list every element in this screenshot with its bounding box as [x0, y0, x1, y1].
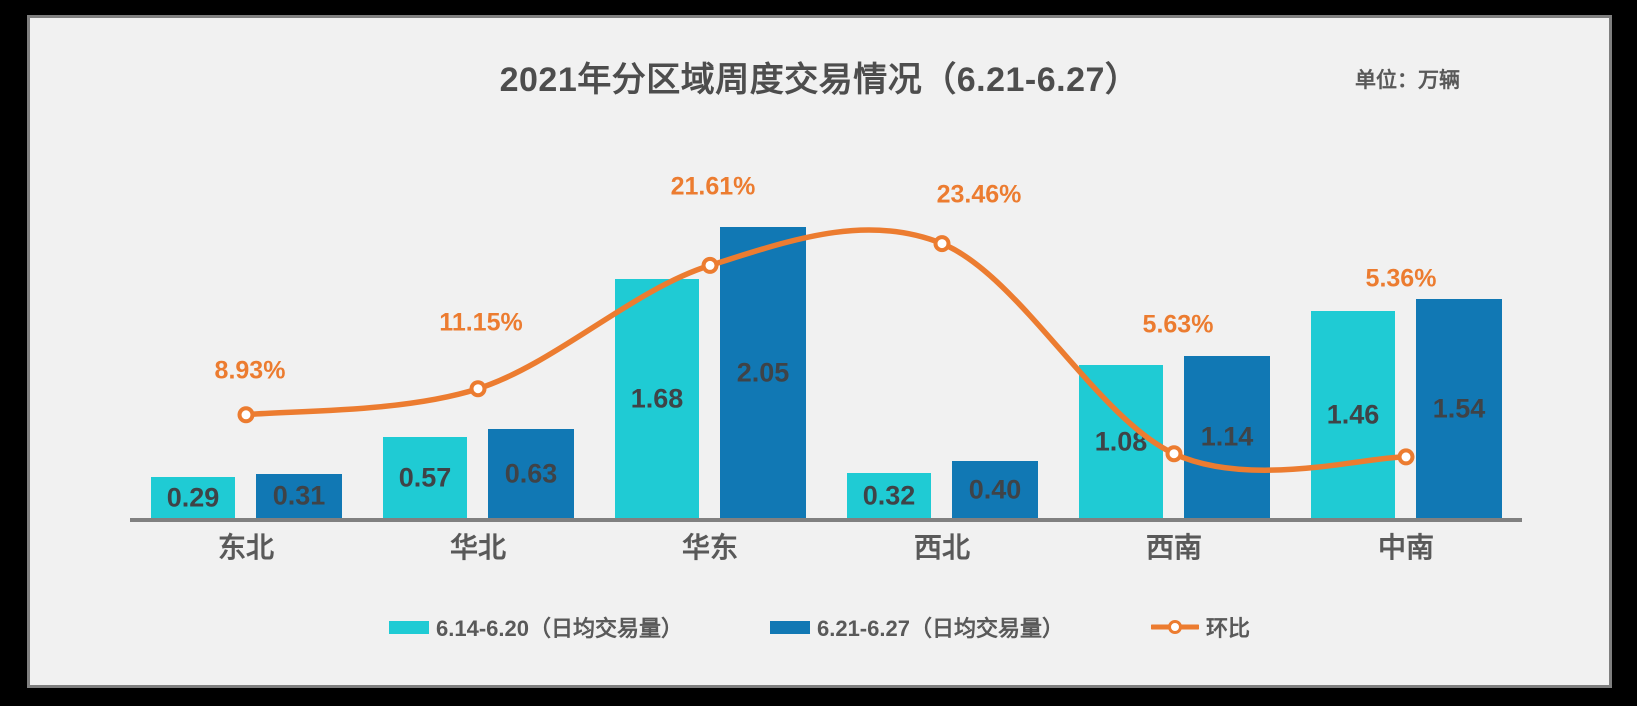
category-label-西北: 西北: [913, 532, 970, 563]
trend-point-东北: [237, 406, 255, 424]
bar-value-label: 0.31: [272, 480, 326, 511]
trend-value-label-西南: 5.63%: [1142, 310, 1214, 339]
trend-point-华北: [469, 380, 487, 398]
bar-value-label: 0.40: [968, 474, 1022, 504]
legend-swatch-week1: [389, 620, 430, 634]
bar-6.14-6.20（日均交易量）-东北: 0.29: [151, 477, 235, 518]
legend-line-marker-icon: [1150, 620, 1199, 634]
bar-6.21-6.27（日均交易量）-西南: 1.14: [1184, 356, 1270, 518]
category-label-中南: 中南: [1377, 532, 1434, 563]
x-axis-line: [130, 518, 1522, 522]
plot-area: 0.29 0.31 0.57 0.63 1.68 2.05 0.32 0.40 1.08 1.14…: [30, 18, 1609, 685]
bar-6.21-6.27（日均交易量）-中南: 1.54: [1416, 299, 1502, 518]
trend-value-label-华东: 21.61%: [670, 172, 756, 201]
legend-label-week2: 6.21-6.27（日均交易量）: [816, 616, 1064, 641]
bar-6.14-6.20（日均交易量）-华北: 0.57: [383, 437, 467, 518]
bar-6.21-6.27（日均交易量）-华东: 2.05: [720, 227, 806, 518]
bar-6.14-6.20（日均交易量）-西北: 0.32: [847, 473, 931, 518]
trend-value-label-中南: 5.36%: [1365, 264, 1437, 293]
trend-value-label-华北: 11.15%: [439, 308, 523, 337]
bar-value-label: 2.05: [736, 357, 790, 387]
bar-6.14-6.20（日均交易量）-华东: 1.68: [615, 279, 699, 518]
chart-title: 2021年分区域周度交易情况（6.21-6.27）: [499, 61, 1140, 99]
bar-value-label: 1.68: [630, 383, 684, 413]
legend-label-ratio: 环比: [1205, 616, 1250, 641]
category-label-华北: 华北: [449, 532, 506, 563]
bar-value-label: 0.29: [166, 482, 220, 512]
bar-value-label: 1.08: [1094, 426, 1148, 456]
legend-item-week2: 6.21-6.27（日均交易量）: [769, 611, 1064, 643]
legend-label-week1: 6.14-6.20（日均交易量）: [436, 616, 683, 641]
trend-value-label-西北: 23.46%: [936, 180, 1022, 209]
bar-value-label: 0.57: [398, 462, 452, 492]
chart-panel: 2021年分区域周度交易情况（6.21-6.27） 单位：万辆 0.29 0.31…: [27, 15, 1612, 688]
unit-label: 单位：万辆: [1355, 69, 1460, 92]
trend-point-华东: [701, 256, 719, 274]
trend-value-label-东北: 8.93%: [214, 356, 286, 385]
bar-value-label: 0.63: [504, 458, 558, 488]
category-label-东北: 东北: [217, 532, 274, 563]
legend: 6.14-6.20（日均交易量） 6.21-6.27（日均交易量） 环比: [30, 612, 1609, 642]
bar-value-label: 1.14: [1200, 421, 1254, 452]
trend-point-西南: [1165, 445, 1183, 463]
legend-item-week1: 6.14-6.20（日均交易量）: [389, 611, 683, 643]
bar-6.21-6.27（日均交易量）-东北: 0.31: [256, 474, 342, 518]
category-label-西南: 西南: [1145, 532, 1202, 563]
trend-point-中南: [1397, 448, 1415, 466]
bar-value-label: 0.32: [862, 480, 916, 510]
bar-6.21-6.27（日均交易量）-西北: 0.40: [952, 461, 1038, 518]
bar-6.21-6.27（日均交易量）-华北: 0.63: [488, 429, 574, 518]
bar-6.14-6.20（日均交易量）-西南: 1.08: [1079, 365, 1163, 518]
trend-point-西北: [933, 235, 951, 253]
bar-value-label: 1.54: [1432, 393, 1486, 423]
bar-value-label: 1.46: [1326, 399, 1380, 429]
legend-swatch-week2: [769, 620, 810, 634]
bar-6.14-6.20（日均交易量）-中南: 1.46: [1311, 311, 1395, 518]
legend-item-ratio: 环比: [1150, 611, 1250, 643]
category-label-华东: 华东: [681, 532, 738, 563]
